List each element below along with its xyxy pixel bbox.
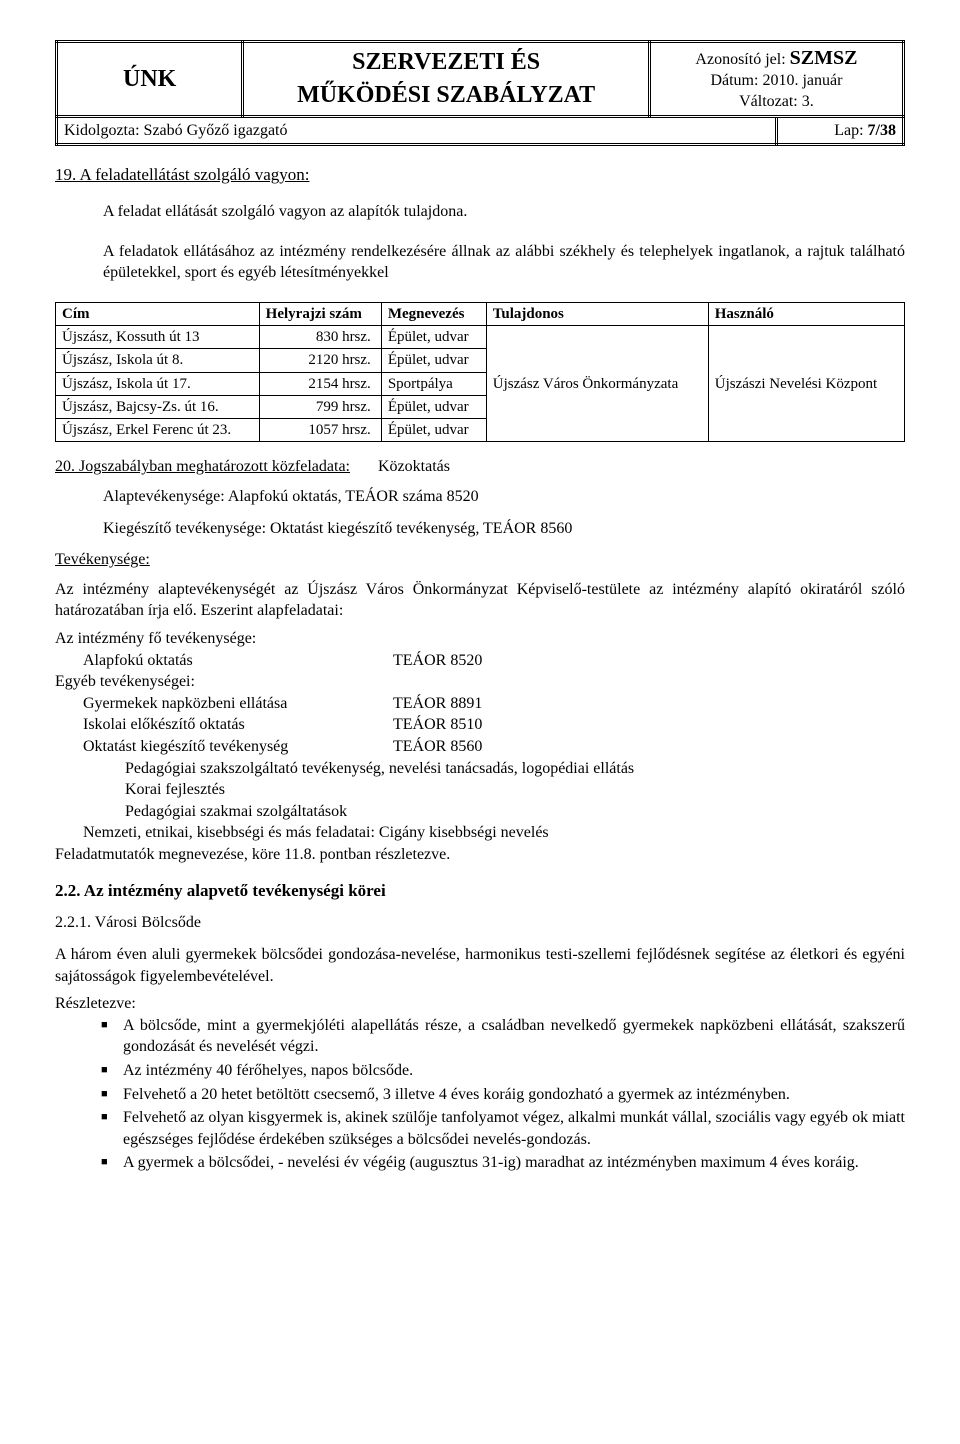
hdr-mid-line2: MŰKÖDÉSI SZABÁLYZAT xyxy=(297,82,595,108)
sec20-title: 20. Jogszabályban meghatározott közfelad… xyxy=(55,456,905,478)
act-main: Alapfokú oktatás TEÁOR 8520 xyxy=(83,650,905,672)
user-cell: Újszászi Nevelési Központ xyxy=(708,326,904,442)
col-haszn: Használó xyxy=(708,302,904,325)
sec19-p2: A feladatok ellátásához az intézmény ren… xyxy=(103,241,905,284)
col-megn: Megnevezés xyxy=(381,302,486,325)
hdr-lap: Lap: 7/38 xyxy=(776,118,903,145)
property-table: Cím Helyrajzi szám Megnevezés Tulajdonos… xyxy=(55,302,905,443)
s22-list: A bölcsőde, mint a gyermekjóléti alapell… xyxy=(101,1015,905,1174)
hdr-mid: SZERVEZETI ÉS MŰKÖDÉSI SZABÁLYZAT xyxy=(243,42,650,117)
s22-p1: A három éven aluli gyermekek bölcsődei g… xyxy=(55,944,905,987)
body-sub1: Pedagógiai szakszolgáltató tevékenység, … xyxy=(125,758,905,780)
s22-sub: 2.2.1. Városi Bölcsőde xyxy=(55,912,905,934)
list-item: Felvehető a 20 hetet betöltött csecsemő,… xyxy=(101,1084,905,1106)
sec20-line1: Alaptevékenysége: Alapfokú oktatás, TEÁO… xyxy=(103,486,905,508)
act-row: Gyermekek napközbeni ellátása TEÁOR 8891 xyxy=(83,693,905,715)
body-p4: Nemzeti, etnikai, kisebbségi és más fela… xyxy=(83,822,905,844)
col-hrsz: Helyrajzi szám xyxy=(259,302,381,325)
col-tulaj: Tulajdonos xyxy=(486,302,708,325)
list-item: Az intézmény 40 férőhelyes, napos bölcső… xyxy=(101,1060,905,1082)
s22-p2: Részletezve: xyxy=(55,993,905,1015)
s22-title: 2.2. Az intézmény alapvető tevékenységi … xyxy=(55,880,905,903)
act-row: Iskolai előkészítő oktatás TEÁOR 8510 xyxy=(83,714,905,736)
body-sub2: Korai fejlesztés xyxy=(125,779,905,801)
sec20-line2: Kiegészítő tevékenysége: Oktatást kiegés… xyxy=(103,518,905,540)
hdr-left: ÚNK xyxy=(57,42,243,117)
sec20-tev: Tevékenysége: xyxy=(55,549,905,571)
body-p2: Az intézmény fő tevékenysége: xyxy=(55,628,905,650)
list-item: A gyermek a bölcsődei, - nevelési év vég… xyxy=(101,1152,905,1174)
act-row: Oktatást kiegészítő tevékenység TEÁOR 85… xyxy=(83,736,905,758)
body-p1: Az intézmény alaptevékenységét az Újszás… xyxy=(55,579,905,622)
hdr-version: Változat: 3. xyxy=(739,93,814,110)
body-p5: Feladatmutatók megnevezése, köre 11.8. p… xyxy=(55,844,905,866)
hdr-date: Dátum: 2010. január xyxy=(710,72,842,89)
col-cim: Cím xyxy=(56,302,260,325)
hdr-right: Azonosító jel: SZMSZ Dátum: 2010. január… xyxy=(649,42,903,117)
owner-cell: Újszász Város Önkormányzata xyxy=(486,326,708,442)
hdr-kidolgozta: Kidolgozta: Szabó Győző igazgató xyxy=(57,118,777,145)
body-sub3: Pedagógiai szakmai szolgáltatások xyxy=(125,801,905,823)
table-header-row: Cím Helyrajzi szám Megnevezés Tulajdonos… xyxy=(56,302,905,325)
doc-subheader: Kidolgozta: Szabó Győző igazgató Lap: 7/… xyxy=(55,118,905,147)
body-p3: Egyéb tevékenységei: xyxy=(55,671,905,693)
sec19-p1: A feladat ellátását szolgáló vagyon az a… xyxy=(103,201,905,223)
sec19-title: 19. A feladatellátást szolgáló vagyon: xyxy=(55,164,905,187)
hdr-id: Azonosító jel: SZMSZ xyxy=(695,51,857,68)
list-item: A bölcsőde, mint a gyermekjóléti alapell… xyxy=(101,1015,905,1058)
list-item: Felvehető az olyan kisgyermek is, akinek… xyxy=(101,1107,905,1150)
hdr-mid-line1: SZERVEZETI ÉS xyxy=(352,49,540,75)
table-row: Újszász, Kossuth út 13 830 hrsz. Épület,… xyxy=(56,326,905,349)
doc-header: ÚNK SZERVEZETI ÉS MŰKÖDÉSI SZABÁLYZAT Az… xyxy=(55,40,905,118)
